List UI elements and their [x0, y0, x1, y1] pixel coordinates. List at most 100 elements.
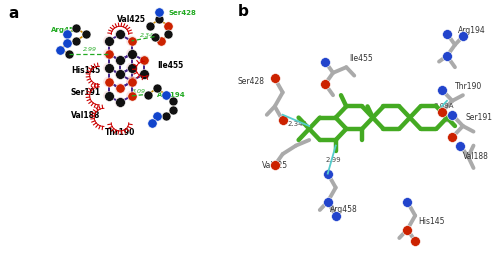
Point: [448, 135, 456, 139]
Point: [321, 82, 329, 86]
Point: [271, 76, 279, 81]
Text: b: b: [238, 4, 248, 19]
Point: [104, 66, 112, 70]
Point: [128, 52, 136, 56]
Point: [153, 86, 161, 90]
Point: [116, 58, 124, 62]
Point: [104, 66, 112, 70]
Text: Ser191: Ser191: [466, 113, 492, 122]
Text: 2.99: 2.99: [83, 46, 97, 52]
Point: [146, 24, 154, 28]
Point: [104, 94, 112, 98]
Point: [140, 72, 148, 76]
Point: [128, 78, 136, 83]
Point: [104, 39, 112, 43]
Point: [403, 199, 411, 204]
Point: [140, 58, 148, 62]
Point: [128, 66, 136, 70]
Text: His145: His145: [418, 217, 444, 226]
Point: [411, 239, 419, 243]
Point: [438, 110, 446, 114]
Point: [128, 80, 136, 84]
Point: [128, 78, 136, 83]
Text: 2.34: 2.34: [140, 32, 153, 38]
Point: [82, 32, 90, 37]
Point: [104, 80, 112, 84]
Text: Val188: Val188: [463, 152, 489, 161]
Point: [271, 163, 279, 167]
Text: Val188: Val188: [70, 111, 100, 120]
Point: [448, 113, 456, 117]
Point: [456, 143, 464, 148]
Text: Arg458: Arg458: [51, 27, 80, 33]
Point: [140, 72, 148, 76]
Point: [63, 32, 71, 37]
Point: [116, 86, 124, 90]
Text: Ser428: Ser428: [238, 77, 264, 86]
Point: [104, 94, 112, 98]
Point: [66, 52, 74, 56]
Text: Ser191: Ser191: [70, 88, 101, 97]
Point: [104, 39, 112, 43]
Text: Val425: Val425: [262, 161, 287, 170]
Point: [324, 171, 332, 176]
Point: [116, 72, 124, 76]
Text: Ile455: Ile455: [157, 61, 183, 70]
Point: [72, 39, 80, 43]
Text: Arg458: Arg458: [330, 206, 358, 214]
Text: Val425: Val425: [117, 15, 146, 24]
Point: [403, 227, 411, 232]
Point: [56, 47, 64, 52]
Point: [116, 86, 124, 90]
Point: [148, 120, 156, 125]
Point: [155, 17, 163, 22]
Point: [164, 32, 172, 37]
Point: [63, 41, 71, 45]
Point: [128, 52, 136, 56]
Point: [169, 108, 177, 112]
Point: [438, 87, 446, 92]
Point: [140, 58, 148, 62]
Point: [128, 94, 136, 98]
Point: [104, 52, 112, 56]
Text: Ile455: Ile455: [349, 54, 372, 63]
Point: [72, 26, 80, 30]
Point: [104, 52, 112, 56]
Point: [158, 39, 166, 43]
Text: Thr190: Thr190: [105, 128, 135, 137]
Point: [169, 99, 177, 104]
Point: [128, 39, 136, 43]
Point: [116, 100, 124, 104]
Text: 2.99: 2.99: [325, 157, 340, 164]
Point: [116, 32, 124, 37]
Text: Arg194: Arg194: [157, 92, 186, 98]
Text: 2.34A: 2.34A: [288, 121, 308, 127]
Point: [116, 32, 124, 37]
Point: [144, 92, 152, 97]
Point: [128, 66, 136, 70]
Point: [321, 59, 329, 64]
Text: Arg194: Arg194: [458, 26, 485, 35]
Point: [128, 39, 136, 43]
Point: [150, 34, 158, 39]
Point: [459, 34, 467, 39]
Point: [116, 58, 124, 62]
Point: [164, 24, 172, 28]
Point: [278, 118, 286, 123]
Point: [162, 114, 170, 118]
Text: 3.09: 3.09: [132, 88, 145, 94]
Point: [155, 10, 163, 14]
Point: [332, 213, 340, 218]
Text: 3.09A: 3.09A: [434, 103, 454, 109]
Point: [443, 31, 451, 36]
Text: Ser428: Ser428: [168, 10, 196, 16]
Point: [128, 94, 136, 98]
Point: [116, 100, 124, 104]
Text: a: a: [8, 6, 19, 22]
Point: [443, 54, 451, 58]
Point: [153, 114, 161, 118]
Text: Thr190: Thr190: [455, 82, 482, 91]
Text: His145: His145: [72, 66, 101, 75]
Point: [324, 199, 332, 204]
Point: [162, 92, 170, 97]
